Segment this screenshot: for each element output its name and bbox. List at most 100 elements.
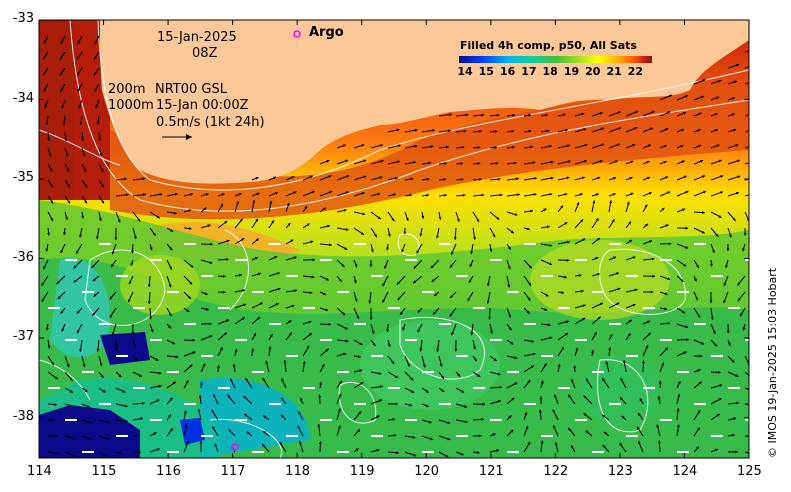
current-arrow-head [288, 320, 292, 324]
current-arrow-head [363, 175, 367, 179]
current-arrow-head [77, 88, 81, 92]
current-arrow-head [686, 338, 689, 342]
current-arrow-head [363, 242, 366, 246]
date-label: 15-Jan-2025 [157, 30, 237, 45]
current-arrow-head [158, 384, 162, 388]
current-arrow-head [47, 232, 50, 236]
current-arrow-head [277, 287, 281, 291]
current-arrow-head [635, 110, 639, 114]
current-arrow-head [93, 293, 97, 297]
current-arrow-head [111, 264, 114, 268]
current-arrow-head [326, 160, 330, 163]
current-arrow-head [60, 250, 64, 254]
current-arrow-head [444, 193, 447, 197]
current-arrow-head [252, 200, 256, 203]
current-arrow-head [60, 56, 63, 60]
current-arrow-head [212, 426, 215, 430]
current-arrow-head [94, 72, 97, 76]
current-arrow-head [382, 283, 386, 287]
current-arrow-head [205, 307, 209, 311]
current-arrow-head [118, 374, 122, 378]
current-arrow-head [188, 227, 192, 230]
current-arrow-head [358, 411, 362, 415]
depth-200-label: 200m [108, 82, 146, 97]
x-tick-label: 119 [349, 464, 375, 479]
current-arrow-head [583, 395, 587, 399]
current-arrow-head [108, 322, 111, 326]
current-arrow-head [652, 306, 655, 310]
current-arrow-head [109, 296, 113, 300]
current-arrow-head [573, 365, 577, 369]
current-arrow-head [668, 242, 672, 246]
current-arrow-head [527, 297, 531, 301]
current-arrow-head [244, 258, 247, 262]
current-arrow-head [496, 113, 500, 117]
current-arrow-head [199, 441, 203, 444]
current-arrow-head [209, 335, 213, 338]
current-arrow-head [696, 446, 699, 450]
current-arrow-head [543, 208, 547, 212]
current-arrow-head [149, 247, 153, 251]
current-arrow-head [187, 296, 191, 299]
current-arrow-head [341, 264, 345, 267]
current-arrow-head [238, 193, 242, 196]
current-arrow-head [700, 95, 704, 99]
current-arrow-head [533, 322, 536, 326]
current-arrow-head [77, 72, 80, 76]
current-arrow-head [227, 394, 231, 398]
current-arrow-head [449, 264, 453, 268]
current-arrow-head [342, 144, 346, 148]
current-arrow-head [329, 243, 332, 247]
current-arrow-head [465, 113, 469, 117]
current-arrow-head [562, 113, 566, 117]
argo-float-marker[interactable] [231, 443, 239, 451]
current-arrow-head [60, 41, 64, 44]
current-arrow-head [261, 290, 264, 294]
current-arrow-head [499, 385, 502, 389]
current-arrow-head [384, 265, 387, 269]
current-arrow-head [698, 112, 702, 116]
current-arrow-head [410, 377, 414, 381]
current-arrow-head [584, 258, 587, 262]
current-arrow-head [338, 393, 342, 397]
current-arrow-head [737, 386, 740, 390]
current-arrow-head [497, 372, 501, 376]
current-arrow-head [683, 351, 687, 355]
current-arrow-head [369, 317, 373, 320]
current-arrow-head [481, 418, 484, 421]
current-arrow-head [77, 56, 80, 60]
current-arrow-head [430, 265, 434, 269]
current-arrow-head [131, 332, 135, 335]
current-arrow-head [414, 258, 417, 262]
current-arrow-head [584, 160, 587, 163]
current-arrow-head [396, 451, 399, 455]
current-arrow-head [567, 386, 570, 390]
current-arrow-head [147, 284, 151, 287]
current-arrow-head [720, 434, 723, 438]
current-arrow-head [479, 434, 482, 438]
current-arrow-head [393, 434, 397, 437]
current-arrow-head [271, 220, 274, 224]
current-arrow-head [45, 327, 49, 331]
current-arrow-head [514, 213, 518, 216]
current-arrow-head [601, 290, 604, 294]
current-arrow-head [601, 370, 604, 374]
current-arrow-head [514, 382, 518, 386]
current-arrow-head [582, 176, 585, 180]
current-arrow-head [65, 216, 68, 220]
hour-label: 08Z [192, 46, 218, 61]
current-arrow-head [499, 258, 502, 262]
current-arrow-head [696, 264, 699, 268]
current-arrow-head [494, 146, 497, 149]
current-arrow-head [402, 327, 405, 331]
current-arrow-head [61, 328, 65, 332]
scale-label: 0.5m/s (1kt 24h) [156, 115, 265, 130]
current-arrow-head [499, 338, 502, 342]
current-arrow-head [667, 322, 670, 325]
current-arrow-head [431, 370, 434, 374]
current-arrow-head [488, 317, 491, 320]
current-arrow-head [360, 232, 364, 235]
current-arrow-head [51, 362, 54, 366]
current-arrow-head [142, 402, 145, 405]
current-arrow-head [230, 378, 233, 382]
